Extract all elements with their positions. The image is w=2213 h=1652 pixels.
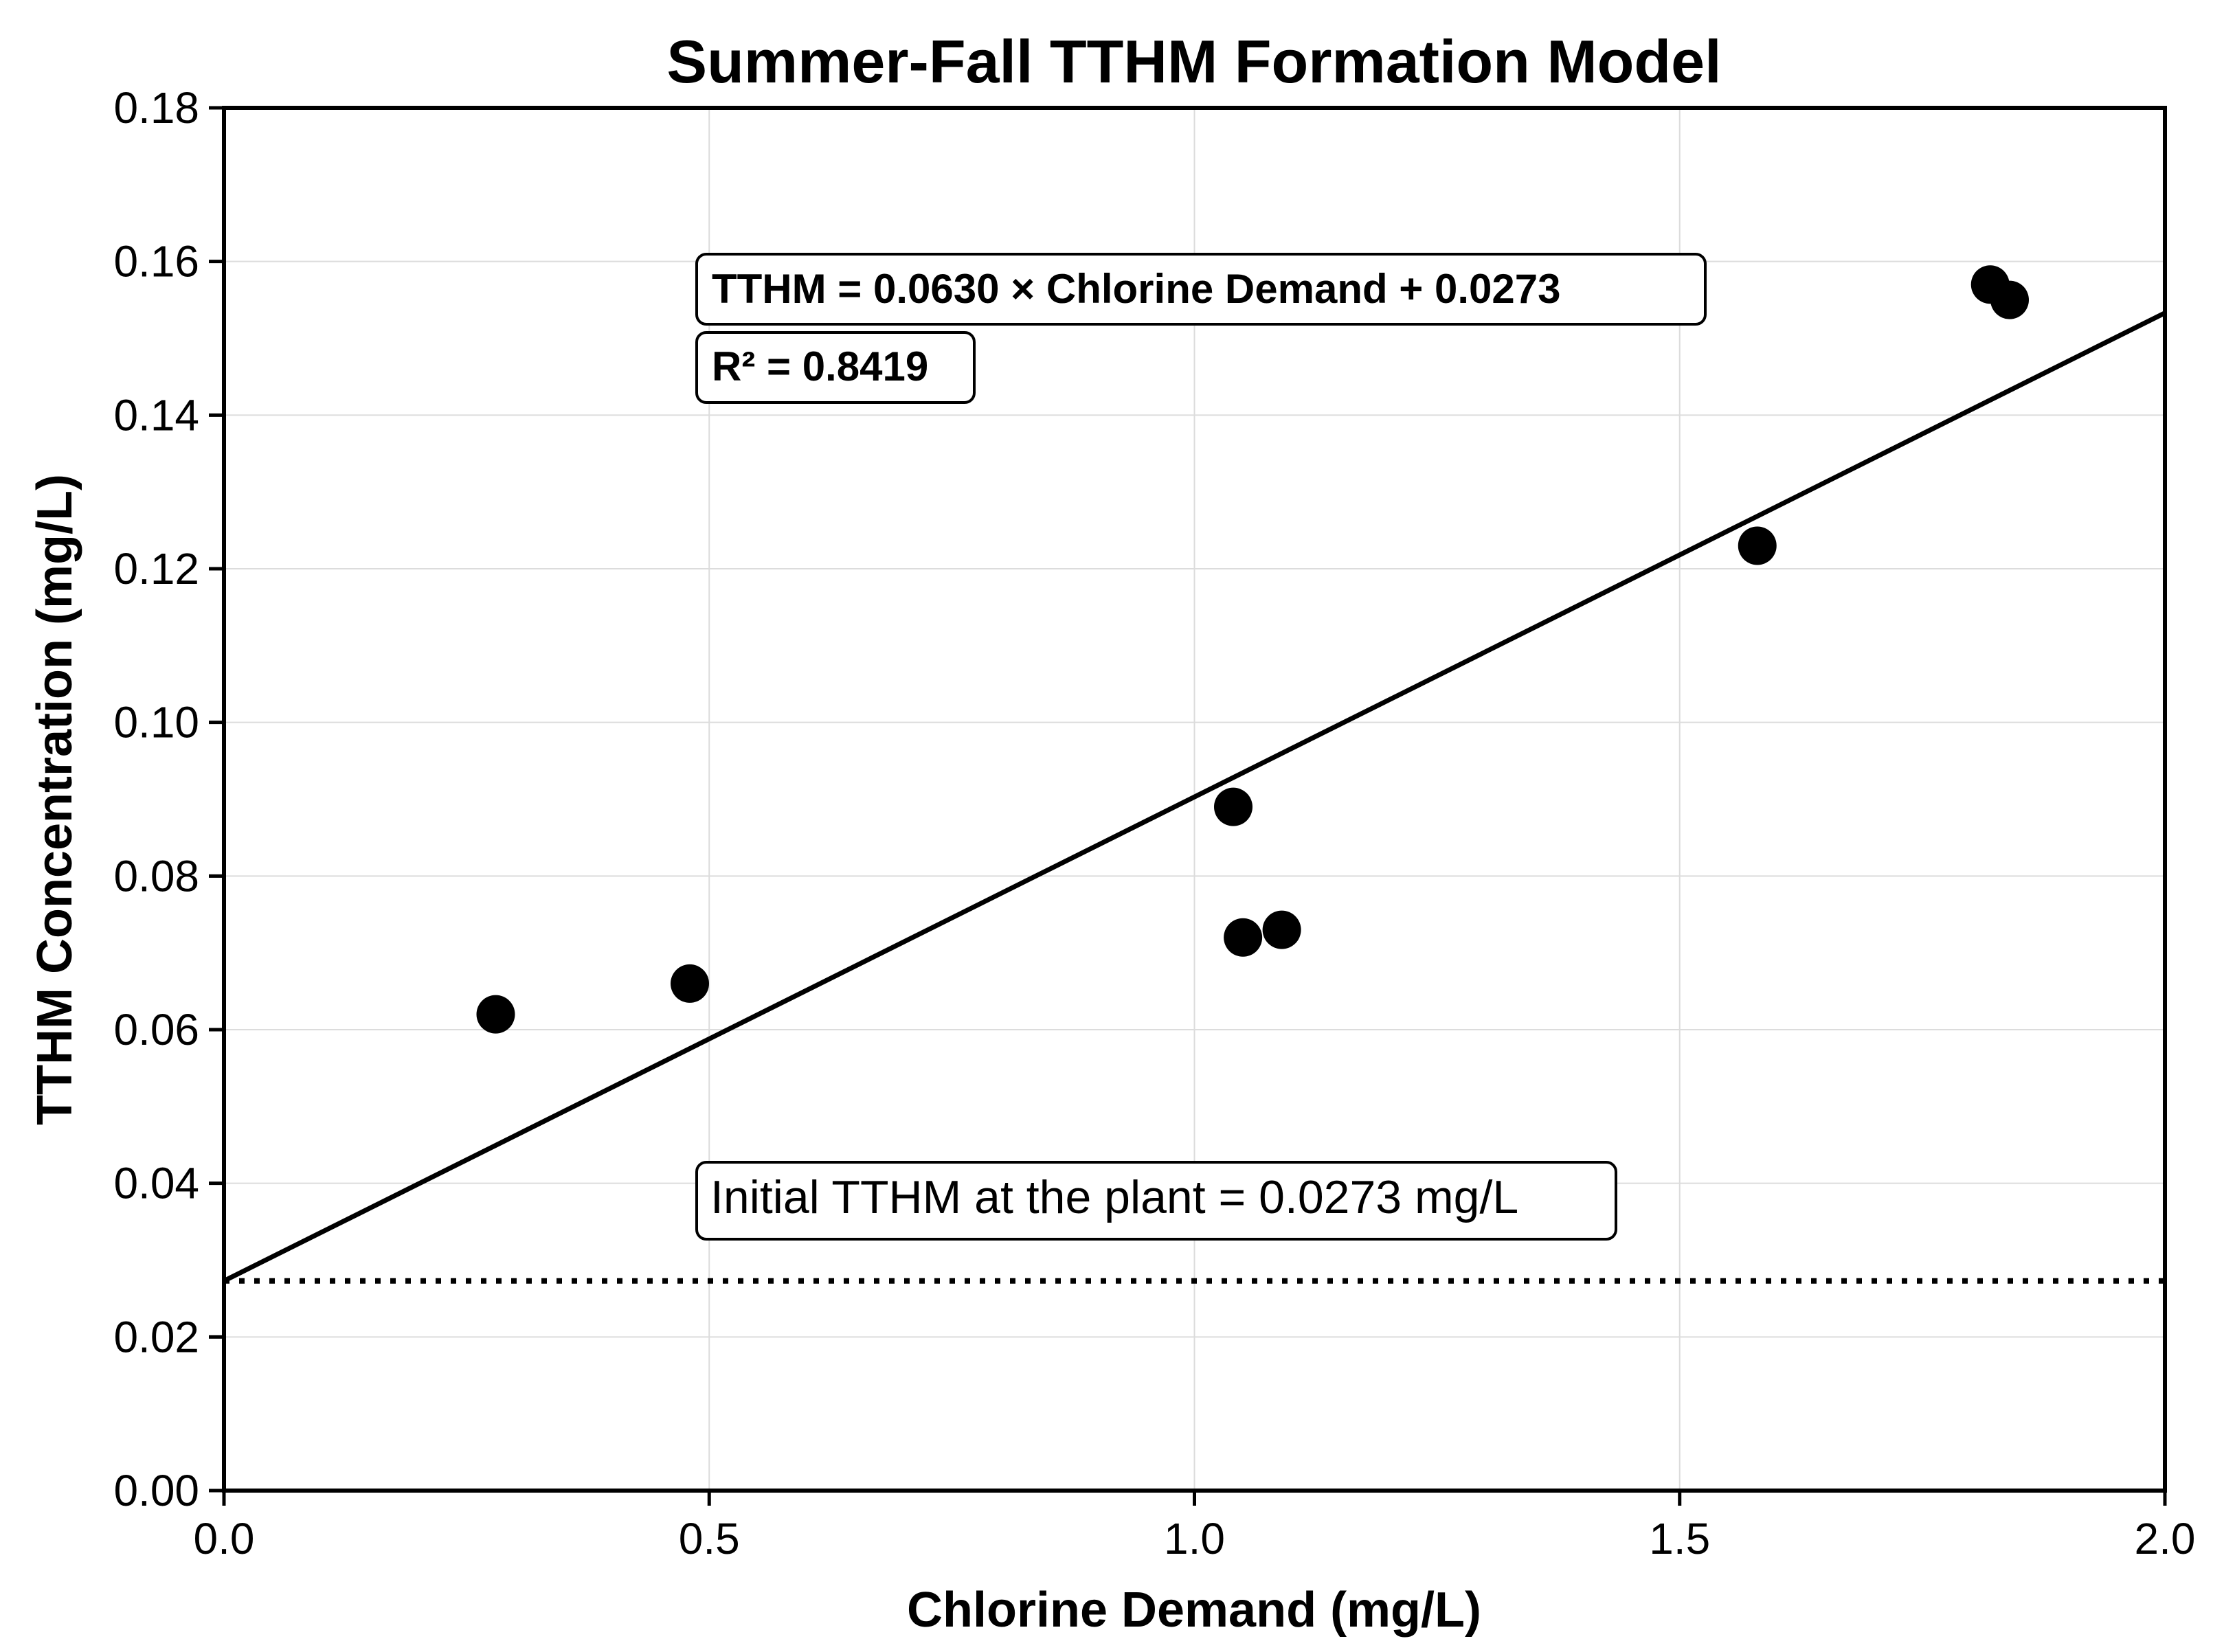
equation-text: TTHM = 0.0630 × Chlorine Demand + 0.0273: [712, 266, 1561, 312]
x-axis-label: Chlorine Demand (mg/L): [907, 1583, 1481, 1638]
data-points: [476, 265, 2029, 1034]
data-point-1: [671, 964, 709, 1003]
data-point-4: [1262, 910, 1301, 949]
data-point-3: [1224, 918, 1263, 957]
y-tick-label-4: 0.08: [113, 851, 199, 901]
r-squared-text: R² = 0.8419: [712, 343, 928, 389]
initial-tthm-annotation: Initial TTHM at the plant = 0.0273 mg/L: [695, 1161, 1617, 1241]
y-tick-label-3: 0.06: [113, 1005, 199, 1054]
x-tick-label-4: 2.0: [2135, 1514, 2196, 1563]
data-point-0: [476, 995, 515, 1034]
r-squared-box: [695, 331, 976, 404]
plot-frame: [222, 106, 2167, 1493]
fit-layer: [223, 310, 2166, 1283]
y-tick-label-6: 0.12: [113, 544, 199, 593]
axis-ticks: 0.0 0.5 1.0 1.5 2.0 0.00 0.02 0.04 0.06 0.08 0.10 0…: [113, 83, 2195, 1563]
chart-title: Summer-Fall TTHM Formation Model: [666, 27, 1721, 95]
y-tick-label-9: 0.18: [113, 83, 199, 133]
y-tick-label-5: 0.10: [113, 698, 199, 747]
data-point-5: [1738, 526, 1777, 565]
data-point-2: [1214, 787, 1252, 826]
y-tick-label-8: 0.16: [113, 237, 199, 286]
y-tick-label-2: 0.04: [113, 1159, 199, 1208]
x-tick-label-1: 0.5: [679, 1514, 740, 1563]
initial-tthm-box: [695, 1161, 1617, 1241]
y-tick-label-7: 0.14: [113, 390, 199, 440]
y-tick-label-1: 0.02: [113, 1312, 199, 1361]
equation-annotation: TTHM = 0.0630 × Chlorine Demand + 0.0273: [695, 253, 1707, 326]
initial-tthm-text: Initial TTHM at the plant = 0.0273 mg/L: [710, 1171, 1518, 1223]
x-tick-label-0: 0.0: [194, 1514, 255, 1563]
data-point-7: [1990, 280, 2029, 319]
x-tick-label-3: 1.5: [1649, 1514, 1710, 1563]
r-squared-annotation: R² = 0.8419: [695, 331, 976, 404]
x-tick-label-2: 1.0: [1164, 1514, 1225, 1563]
regression-line: [223, 310, 2166, 1283]
y-tick-label-0: 0.00: [113, 1466, 199, 1515]
equation-box: [695, 253, 1707, 326]
y-axis-label: TTHM Concentration (mg/L): [27, 474, 82, 1125]
